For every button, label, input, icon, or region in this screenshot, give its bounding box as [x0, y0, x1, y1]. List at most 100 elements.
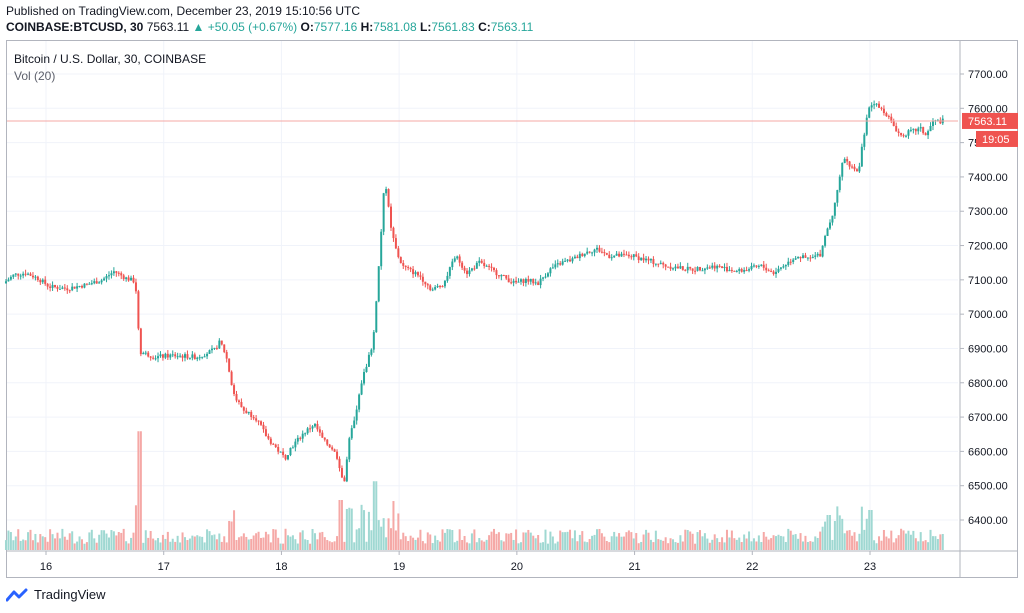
candle-body [289, 447, 292, 456]
candle-body [282, 451, 285, 456]
volume-bar [39, 534, 42, 550]
candle-body [667, 266, 670, 268]
candle-body [900, 132, 903, 136]
volume-bar [480, 540, 483, 550]
volume-bar [490, 531, 493, 550]
volume-bar [870, 510, 873, 550]
time-axis: 16 17 18 19 20 21 22 23 [7, 550, 1017, 573]
candle-body [762, 264, 765, 268]
candle-body [772, 271, 775, 275]
candle-body [409, 267, 412, 270]
volume-bar [34, 533, 37, 550]
volume-bar [112, 531, 115, 550]
volume-bar [613, 531, 616, 550]
candle-body [245, 410, 248, 414]
volume-bar [27, 532, 30, 550]
candle-body [316, 423, 319, 430]
candle-body [44, 279, 47, 284]
candle-body [95, 281, 98, 284]
volume-bar [534, 538, 537, 550]
volume-bar [779, 535, 782, 550]
candle-body [728, 269, 731, 272]
footer[interactable]: TradingView [6, 587, 106, 602]
volume-bar [326, 539, 329, 550]
volume-bar [382, 518, 385, 550]
candle-body [819, 253, 822, 257]
volume-bar [544, 529, 547, 550]
candle-body [17, 273, 20, 276]
volume-bar [260, 537, 263, 550]
candle-body [821, 245, 824, 257]
candle-body [559, 263, 562, 265]
candle-body [500, 275, 503, 277]
volume-bar [377, 520, 380, 550]
volume-bar [519, 542, 522, 550]
candle-body [174, 354, 177, 357]
volume-bar [88, 532, 91, 550]
candle-body [573, 256, 576, 259]
volume-bar [647, 532, 650, 550]
candle-body [630, 256, 633, 258]
candle-body [586, 251, 589, 254]
volume-bar [242, 533, 245, 550]
candle-body [24, 273, 27, 275]
volume-bar [620, 536, 623, 550]
candle-body [336, 451, 339, 459]
volume-bar [738, 537, 741, 550]
volume-bar [117, 532, 120, 550]
volume-bar [576, 541, 579, 550]
volume-bar [134, 505, 137, 550]
volume-bar [684, 529, 687, 550]
candle-body [90, 283, 93, 285]
x-tick-label: 17 [158, 561, 170, 573]
open-label: O: [300, 20, 314, 34]
candle-body [860, 146, 863, 167]
candle-body [470, 268, 473, 271]
candle-body [539, 278, 542, 286]
volume-bar [392, 501, 395, 550]
candle-body [147, 352, 150, 357]
candle-body [662, 262, 665, 265]
candle-body [198, 357, 201, 359]
volume-bar [345, 508, 348, 550]
candle-body [755, 265, 758, 267]
volume-bar [287, 535, 290, 550]
volume-bar [311, 528, 314, 550]
volume-bar [892, 542, 895, 550]
candle-body [287, 455, 290, 460]
candle-body [620, 253, 623, 257]
candle-body [112, 271, 115, 274]
volume-bar [507, 533, 510, 550]
candle-body [632, 254, 635, 258]
low-value: 7561.83 [431, 20, 475, 34]
candle-body [615, 253, 618, 256]
candle-body [392, 227, 395, 239]
candle-body [779, 267, 782, 269]
candle-body [184, 354, 187, 358]
candle-body [110, 273, 113, 276]
volume-bar [667, 543, 670, 550]
candle-body [578, 253, 581, 259]
volume-bar [76, 541, 79, 550]
candle-body [179, 355, 182, 357]
candle-body [787, 261, 790, 265]
volume-bar [493, 528, 496, 550]
candle-body [483, 262, 486, 267]
volume-bar [750, 541, 753, 550]
volume-bar [775, 536, 778, 550]
volume-bar [718, 542, 721, 550]
ohlc-bar: COINBASE:BTCUSD, 30 7563.11 ▲ +50.05 (+0… [6, 20, 533, 34]
volume-bar [233, 510, 236, 550]
candle-body [939, 120, 942, 124]
volume-bar [789, 530, 792, 550]
candle-body [394, 238, 397, 249]
candle-body [789, 261, 792, 263]
candle-body [885, 113, 888, 117]
candle-body [622, 253, 625, 255]
volume-bar [171, 538, 174, 550]
volume-bar [370, 530, 373, 550]
candle-body [318, 429, 321, 433]
candle-body [591, 252, 594, 254]
volume-bar [363, 510, 366, 550]
